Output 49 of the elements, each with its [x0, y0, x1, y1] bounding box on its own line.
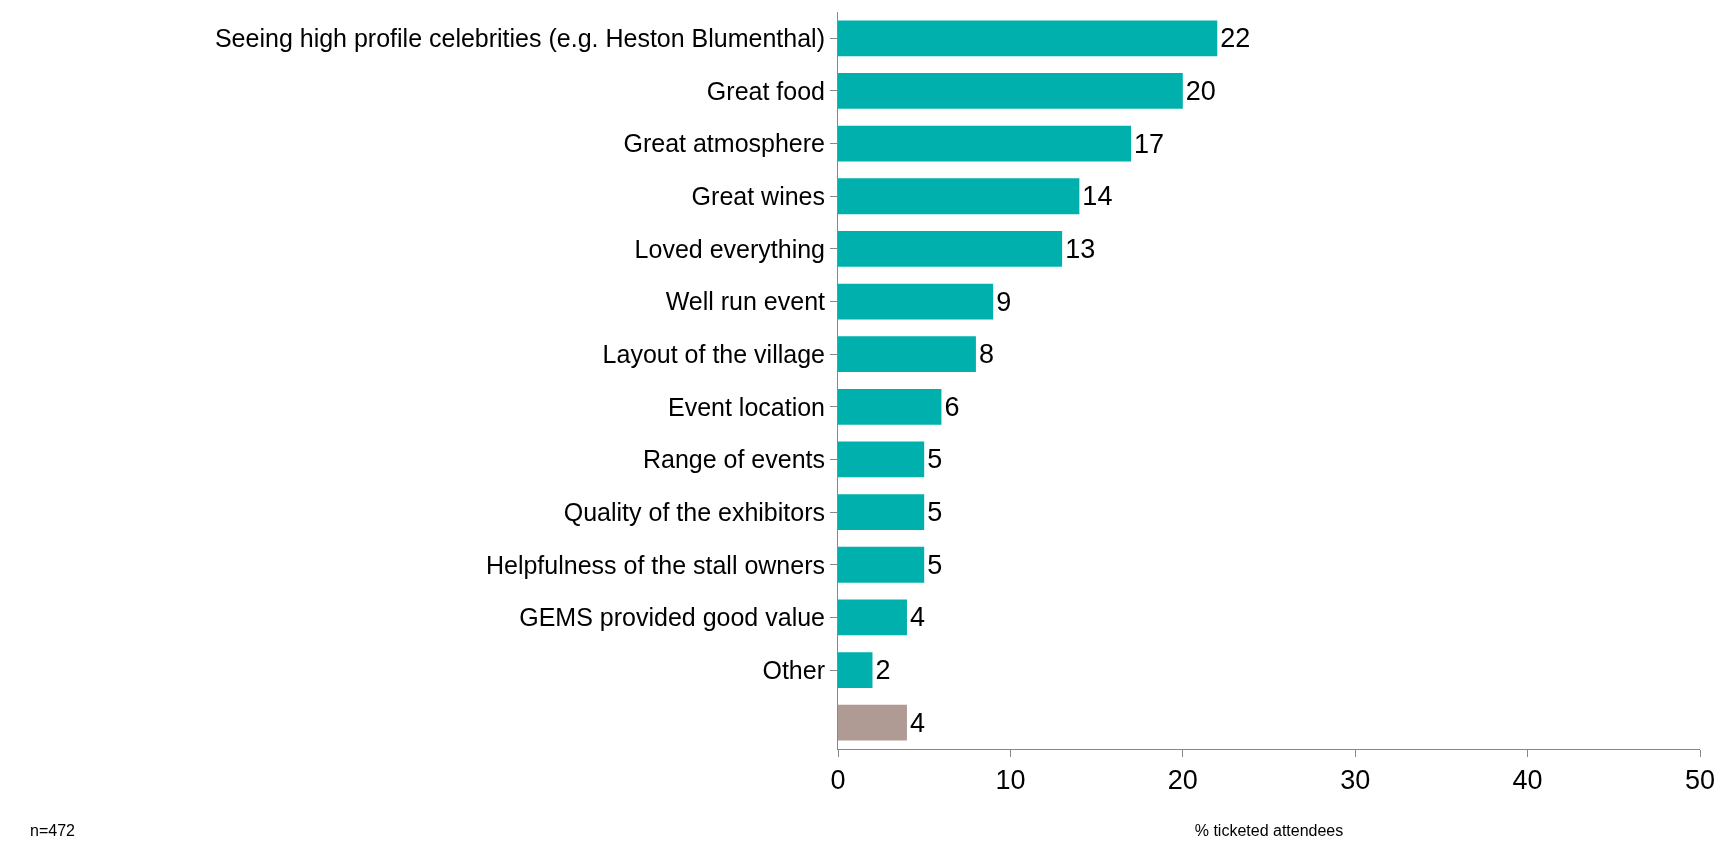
data-label: 4 [909, 707, 925, 738]
data-label: 20 [1185, 75, 1216, 106]
data-label: 14 [1082, 181, 1113, 212]
data-label: 22 [1220, 23, 1251, 54]
data-label: 4 [909, 602, 925, 633]
data-label: 5 [927, 549, 943, 580]
x-tick-label: 40 [1512, 765, 1543, 796]
bar [838, 704, 907, 741]
data-label: 2 [875, 655, 891, 686]
y-tick-label: Quality of the exhibitors [563, 497, 825, 526]
y-tick-label: GEMS provided good value [519, 603, 825, 632]
data-label: 13 [1065, 233, 1096, 264]
y-tick-label: Layout of the village [602, 339, 825, 368]
x-axis-title: % ticketed attendees [1194, 822, 1344, 840]
bar [838, 494, 925, 531]
x-tick-label: 30 [1340, 765, 1371, 796]
bar [838, 230, 1063, 267]
data-label: 5 [927, 497, 943, 528]
bar [838, 73, 1183, 109]
bar [838, 599, 907, 636]
data-label: 6 [944, 391, 960, 422]
x-tick-label: 10 [995, 765, 1026, 796]
y-tick-label: Great food [706, 76, 825, 105]
y-tick-label: Seeing high profile celebrities (e.g. Heston Blumenthal) [214, 24, 825, 53]
y-tick-label: Loved everything [634, 234, 825, 263]
bar [838, 178, 1080, 215]
x-tick-label: 20 [1167, 765, 1198, 796]
text: n=472 [30, 822, 76, 839]
data-label: 17 [1134, 128, 1165, 159]
y-tick-label: Other [762, 655, 825, 684]
data-label: 9 [996, 286, 1012, 317]
y-tick-label: Event location [667, 392, 825, 421]
bar [838, 652, 873, 688]
data-label: 5 [927, 444, 943, 475]
x-tick-label: 0 [830, 765, 846, 796]
x-tick-label: 50 [1684, 765, 1716, 796]
bar [838, 546, 925, 583]
bar [838, 125, 1132, 162]
bar [838, 283, 994, 320]
bar [838, 20, 1218, 57]
y-tick-label: Great atmosphere [623, 129, 825, 158]
bar [838, 388, 942, 425]
y-tick-label: Well run event [665, 287, 826, 316]
bar [838, 336, 976, 373]
y-tick-label: Great wines [691, 182, 825, 210]
bar [838, 441, 925, 478]
data-label: 8 [978, 339, 994, 370]
y-tick-label: Helpfulness of the stall owners [485, 550, 825, 579]
y-tick-label: Range of events [642, 445, 825, 474]
